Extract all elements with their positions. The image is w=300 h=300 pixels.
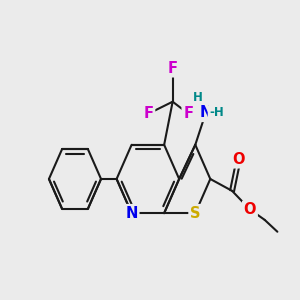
Text: F: F: [168, 61, 178, 76]
Text: F: F: [144, 106, 154, 121]
Text: S: S: [190, 206, 200, 221]
Text: H: H: [193, 91, 203, 104]
Text: N: N: [125, 206, 138, 221]
Text: N: N: [200, 105, 212, 120]
Text: O: O: [232, 152, 245, 167]
Text: O: O: [244, 202, 256, 217]
Text: -H: -H: [209, 106, 224, 119]
Text: F: F: [183, 106, 193, 121]
